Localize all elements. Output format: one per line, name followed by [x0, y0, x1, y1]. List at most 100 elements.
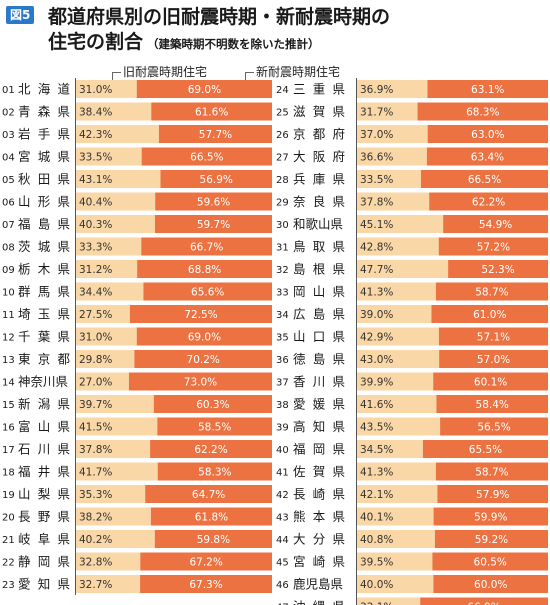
value-label-old: 37.0%: [360, 129, 393, 141]
prefecture-label: 埼玉県: [18, 307, 70, 322]
prefecture-label: 宮崎県: [293, 554, 345, 569]
bar-row: 43 熊本県 40.1% 59.9%: [276, 507, 548, 526]
row-number: 45: [276, 558, 289, 569]
bar-new: [155, 192, 272, 211]
value-label-old: 36.6%: [360, 152, 393, 164]
bar-new: [422, 440, 548, 458]
prefecture-label: 山形県: [18, 194, 70, 209]
bar-row: 22 静岡県 32.8% 67.2%: [2, 552, 272, 571]
row-number: 39: [276, 423, 289, 434]
bar-new: [438, 327, 548, 346]
value-label-new: 59.7%: [197, 219, 230, 231]
value-label-new: 63.4%: [471, 152, 504, 164]
row-number: 02: [2, 108, 15, 119]
bar-new: [431, 305, 548, 323]
prefecture-label: 高知県: [293, 419, 345, 434]
prefecture-label: 北海道: [18, 82, 70, 97]
value-label-old: 45.1%: [360, 219, 393, 231]
bar-new: [433, 372, 548, 391]
bar-old: [357, 102, 418, 121]
bar-old: [76, 215, 155, 233]
bar-old: [76, 102, 152, 121]
row-number: 14: [2, 378, 15, 389]
value-label-new: 69.0%: [188, 332, 221, 344]
value-label-old: 47.7%: [360, 264, 393, 276]
bar-row: 07 福島県 40.3% 59.7%: [2, 215, 272, 233]
bar-new: [443, 215, 548, 233]
value-label-old: 41.6%: [360, 399, 393, 411]
prefecture-label: 長野県: [18, 509, 70, 524]
bar-new: [153, 395, 272, 413]
bar-row: 04 宮城県 33.5% 66.5%: [2, 147, 272, 166]
bar-old: [76, 327, 137, 346]
value-label-old: 42.1%: [360, 489, 393, 501]
bar-new: [157, 417, 272, 436]
row-number: 33: [276, 288, 289, 299]
row-number: 17: [2, 445, 15, 456]
value-label-new: 68.8%: [188, 264, 221, 276]
bar-row: 05 秋田県 43.1% 56.9%: [2, 170, 272, 188]
value-label-new: 61.0%: [473, 309, 506, 321]
bar-old: [357, 147, 427, 166]
bar-row: 19 山梨県 35.3% 64.7%: [2, 485, 272, 503]
value-label-old: 42.9%: [360, 332, 393, 344]
bar-row: 17 石川県 37.8% 62.2%: [2, 440, 272, 458]
bar-old: [357, 372, 434, 391]
prefecture-label: 青森県: [18, 104, 70, 119]
prefecture-label: 岡山県: [293, 284, 345, 299]
value-label-new: 72.5%: [184, 309, 217, 321]
prefecture-label: 宮城県: [18, 149, 70, 164]
row-number: 12: [2, 333, 15, 344]
value-label-new: 60.5%: [474, 557, 507, 569]
bar-row: 02 青森県 38.4% 61.6%: [2, 102, 272, 121]
value-label-old: 37.8%: [360, 197, 393, 209]
bar-new: [157, 462, 272, 481]
row-number: 34: [276, 310, 289, 321]
prefecture-label: 静岡県: [18, 554, 70, 569]
bar-row: 36 徳島県 43.0% 57.0%: [276, 350, 548, 368]
prefecture-label: 広島県: [293, 307, 345, 322]
bar-old: [357, 552, 433, 571]
value-label-old: 41.3%: [360, 287, 393, 299]
value-label-new: 57.7%: [199, 129, 232, 141]
prefecture-label: 富山県: [18, 419, 70, 434]
bar-row: 06 山形県 40.4% 59.6%: [2, 192, 272, 211]
row-number: 36: [276, 355, 289, 366]
bar-old: [357, 462, 436, 481]
bar-row: 25 滋賀県 31.7% 68.3%: [276, 102, 548, 121]
bar-old: [357, 192, 430, 211]
value-label-old: 33.1%: [360, 602, 393, 605]
row-number: 24: [276, 85, 289, 96]
bar-old: [357, 305, 432, 323]
bar-old: [357, 575, 434, 593]
bar-row: 03 岩手県 42.3% 57.7%: [2, 125, 272, 143]
row-number: 38: [276, 400, 289, 411]
prefecture-label: 京都府: [293, 127, 345, 142]
value-label-old: 38.4%: [79, 107, 112, 119]
bar-row: 33 岡山県 41.3% 58.7%: [276, 282, 548, 301]
row-number: 30: [276, 220, 289, 231]
bar-row: 14 神奈川県 27.0% 73.0%: [2, 372, 272, 391]
bar-row: 11 埼玉県 27.5% 72.5%: [2, 305, 272, 323]
bar-new: [136, 80, 272, 98]
value-label-new: 58.3%: [198, 467, 231, 479]
prefecture-label: 大阪府: [293, 149, 345, 164]
value-label-new: 59.8%: [197, 534, 230, 546]
bar-new: [158, 125, 272, 143]
value-label-old: 27.0%: [79, 377, 112, 389]
value-label-old: 40.4%: [79, 197, 112, 209]
value-label-new: 60.3%: [196, 399, 229, 411]
value-label-old: 41.3%: [360, 467, 393, 479]
value-label-old: 40.3%: [79, 219, 112, 231]
row-number: 29: [276, 198, 289, 209]
value-label-old: 39.7%: [79, 399, 112, 411]
value-label-new: 62.2%: [472, 197, 505, 209]
bar-new: [420, 170, 548, 188]
bar-row: 13 東京都 29.8% 70.2%: [2, 350, 272, 368]
value-label-old: 34.5%: [360, 444, 393, 456]
prefecture-label: 香川県: [293, 374, 345, 389]
value-label-new: 67.2%: [189, 557, 222, 569]
value-label-new: 66.5%: [468, 174, 501, 186]
value-label-old: 33.3%: [79, 242, 112, 254]
